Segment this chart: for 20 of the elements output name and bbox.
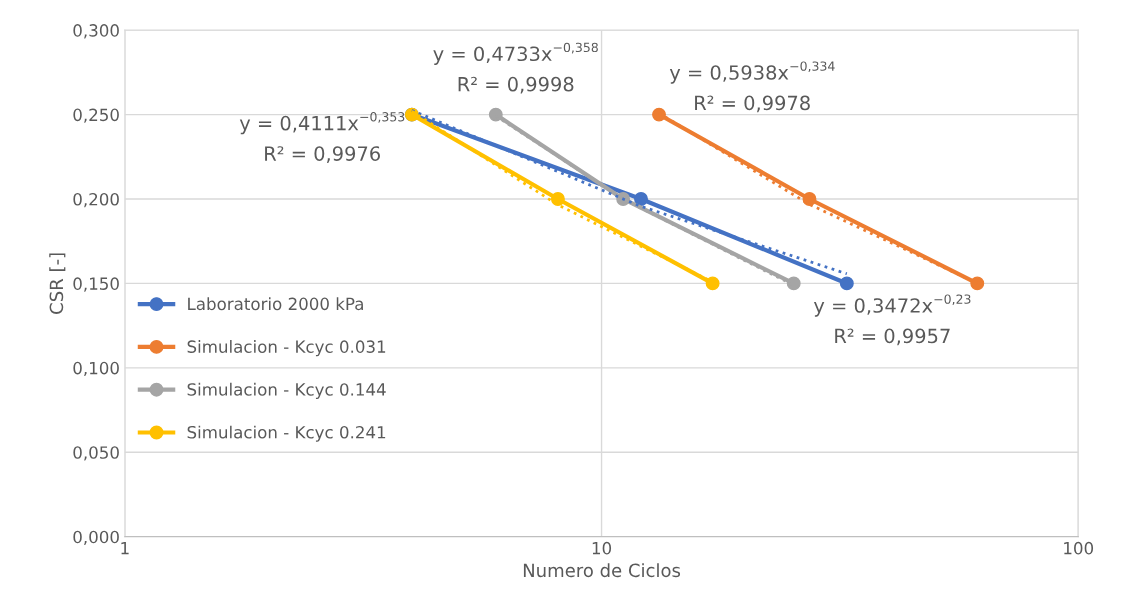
- x-tick-label: 1: [121, 542, 129, 555]
- y-tick-label: 0,050: [73, 446, 119, 461]
- y-tick-label: 0,250: [73, 108, 119, 123]
- legend-label: Simulacion - Kcyc 0.241: [187, 425, 386, 442]
- annotation: R² = 0,9957: [835, 328, 950, 346]
- y-tick-label: 0,200: [73, 192, 119, 208]
- annotation: R² = 0,9976: [265, 146, 380, 163]
- y-axis-title: CSR [-]: [49, 253, 66, 314]
- annotation: R² = 0,9998: [458, 76, 574, 94]
- legend-label: Laboratorio 2000 kPa: [188, 297, 363, 311]
- legend-label: Simulacion - Kcyc 0.144: [187, 382, 386, 399]
- y-tick-label: 0,300: [73, 24, 119, 39]
- y-tick-label: 0,000: [73, 530, 119, 545]
- legend-label: Simulacion - Kcyc 0.031: [187, 340, 386, 357]
- y-tick-label: 0,100: [73, 361, 119, 377]
- x-axis-title: Numero de Ciclos: [523, 563, 681, 578]
- y-tick-label: 0,150: [73, 277, 119, 292]
- x-tick-label: 100: [1064, 541, 1094, 555]
- annotation: R² = 0,9978: [695, 95, 810, 113]
- x-tick-label: 10: [592, 541, 612, 555]
